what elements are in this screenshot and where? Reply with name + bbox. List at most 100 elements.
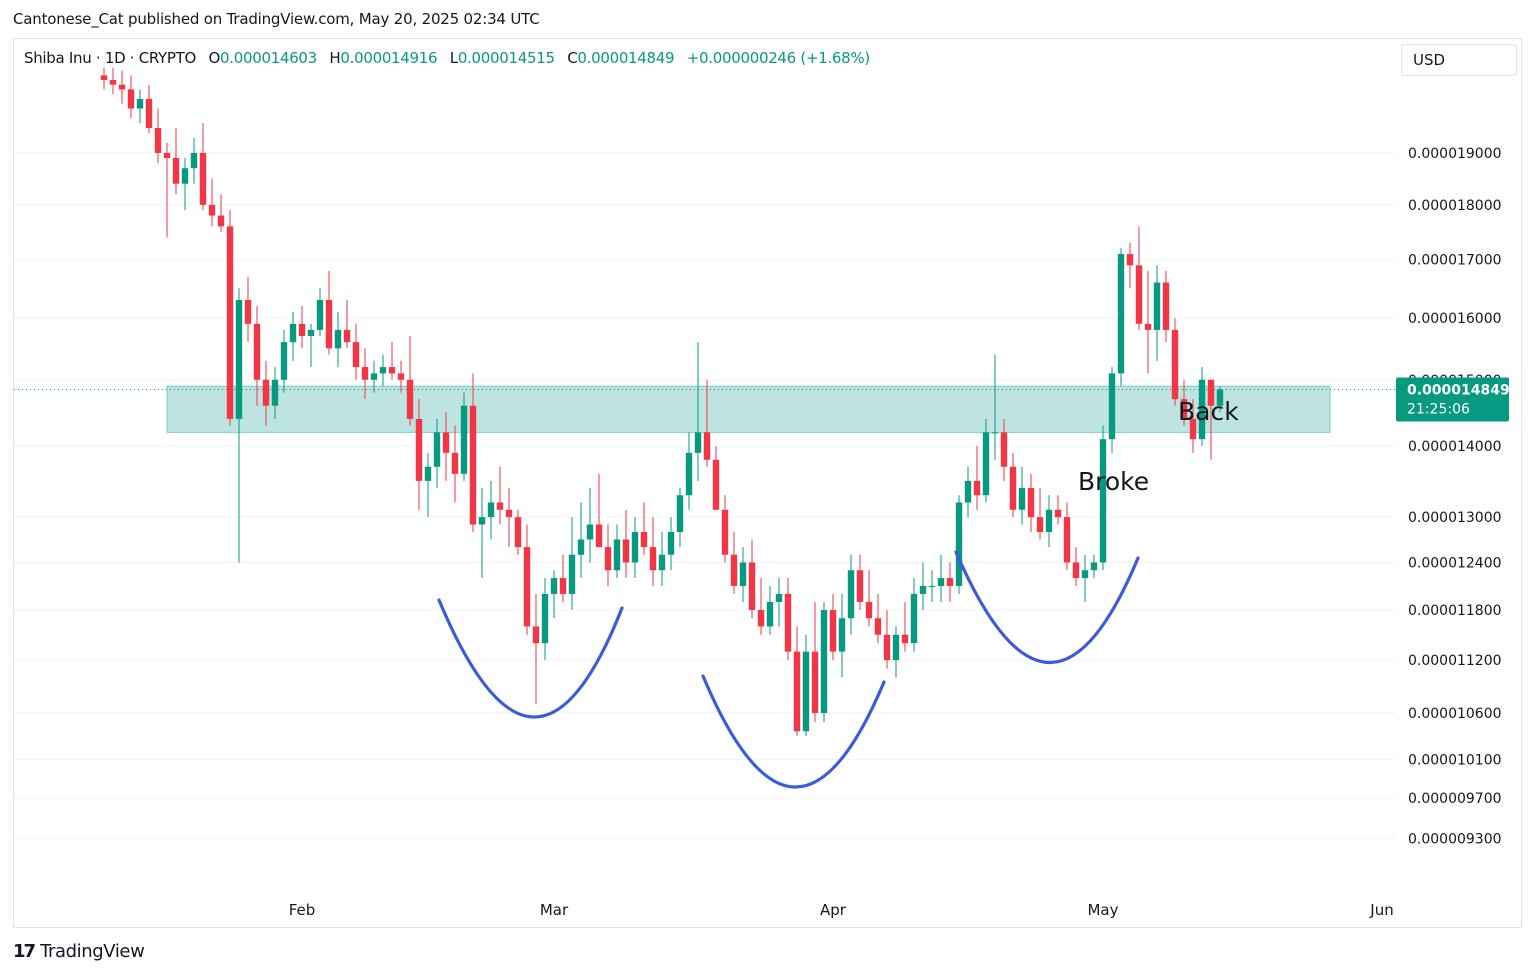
candle[interactable] (559, 554, 567, 602)
candle[interactable] (424, 452, 432, 518)
candle[interactable] (649, 517, 657, 586)
candle[interactable] (343, 300, 351, 349)
resistance-support-zone[interactable] (166, 385, 1331, 433)
candle[interactable] (208, 178, 216, 227)
candle[interactable] (199, 123, 207, 211)
candle[interactable] (874, 593, 882, 644)
candle[interactable] (1189, 399, 1197, 453)
candle[interactable] (829, 593, 837, 661)
candle[interactable] (982, 418, 990, 503)
candle[interactable] (604, 524, 612, 586)
candle[interactable] (163, 142, 171, 238)
candle[interactable] (1054, 495, 1062, 525)
candle[interactable] (937, 554, 945, 602)
candle[interactable] (1036, 488, 1044, 540)
candle[interactable] (442, 412, 450, 481)
candle[interactable] (397, 360, 405, 393)
candle[interactable] (487, 480, 495, 540)
candle[interactable] (676, 488, 684, 548)
candle[interactable] (181, 157, 189, 211)
candle[interactable] (451, 425, 459, 503)
candle[interactable] (406, 336, 414, 426)
candle[interactable] (307, 323, 315, 368)
candle[interactable] (865, 570, 873, 627)
candle[interactable] (757, 578, 765, 635)
candle[interactable] (325, 271, 333, 355)
candle[interactable] (244, 276, 252, 343)
symbol-label[interactable]: Shiba Inu · 1D · CRYPTO (24, 49, 197, 67)
annotation-broke[interactable]: Broke (1078, 467, 1149, 496)
candle[interactable] (172, 127, 180, 195)
candle[interactable] (820, 601, 828, 723)
candle[interactable] (811, 601, 819, 723)
candle[interactable] (127, 75, 135, 119)
candle[interactable] (388, 342, 396, 380)
candle[interactable] (109, 66, 117, 95)
candle[interactable] (910, 578, 918, 652)
candle[interactable] (946, 562, 954, 602)
candle[interactable] (226, 210, 234, 426)
candle[interactable] (919, 562, 927, 611)
candle[interactable] (748, 539, 756, 619)
candle[interactable] (370, 360, 378, 393)
candle[interactable] (496, 466, 504, 525)
candle[interactable] (478, 488, 486, 579)
candle[interactable] (316, 288, 324, 337)
candle[interactable] (802, 634, 810, 736)
candle[interactable] (892, 626, 900, 678)
candle[interactable] (838, 593, 846, 678)
candle[interactable] (352, 323, 360, 380)
candle[interactable] (667, 517, 675, 571)
candle[interactable] (433, 418, 441, 489)
candle[interactable] (730, 531, 738, 594)
candle[interactable] (685, 432, 693, 510)
candle[interactable] (703, 379, 711, 467)
candle[interactable] (1180, 379, 1188, 426)
candle[interactable] (973, 445, 981, 510)
candle[interactable] (640, 502, 648, 555)
candle[interactable] (505, 488, 513, 548)
candle[interactable] (775, 578, 783, 627)
candle[interactable] (1135, 226, 1143, 330)
candle[interactable] (883, 610, 891, 669)
candle[interactable] (1171, 317, 1179, 406)
candle[interactable] (154, 108, 162, 164)
candle[interactable] (361, 348, 369, 400)
candle[interactable] (280, 329, 288, 393)
candle[interactable] (289, 311, 297, 361)
candle[interactable] (739, 547, 747, 602)
candle[interactable] (1162, 271, 1170, 343)
candle[interactable] (1018, 466, 1026, 525)
candle[interactable] (1198, 367, 1206, 446)
candle[interactable] (613, 524, 621, 579)
candle[interactable] (1153, 265, 1161, 361)
candle[interactable] (136, 89, 144, 124)
candle[interactable] (1081, 554, 1089, 602)
candle[interactable] (631, 517, 639, 579)
candle[interactable] (1063, 502, 1071, 571)
candle[interactable] (235, 288, 243, 563)
candle[interactable] (991, 354, 999, 460)
candle[interactable] (1126, 242, 1134, 289)
candle[interactable] (379, 354, 387, 387)
candle[interactable] (271, 367, 279, 419)
candle[interactable] (118, 70, 126, 104)
time-axis[interactable]: Feb Mar Apr May Jun (289, 901, 1394, 919)
candle[interactable] (262, 360, 270, 426)
candle[interactable] (721, 495, 729, 563)
candle[interactable] (1009, 452, 1017, 518)
cup-arc-drawing[interactable] (437, 598, 624, 719)
candle[interactable] (1072, 547, 1080, 586)
candle[interactable] (532, 593, 540, 704)
candle[interactable] (901, 601, 909, 652)
candle[interactable] (217, 194, 225, 232)
candle[interactable] (514, 509, 522, 555)
cup-arc-drawing[interactable] (954, 550, 1140, 665)
candle[interactable] (856, 554, 864, 611)
candle[interactable] (1207, 379, 1215, 460)
cup-arc-drawing[interactable] (701, 674, 886, 789)
candle[interactable] (1117, 248, 1125, 387)
candle[interactable] (694, 342, 702, 481)
candle[interactable] (1000, 418, 1008, 481)
